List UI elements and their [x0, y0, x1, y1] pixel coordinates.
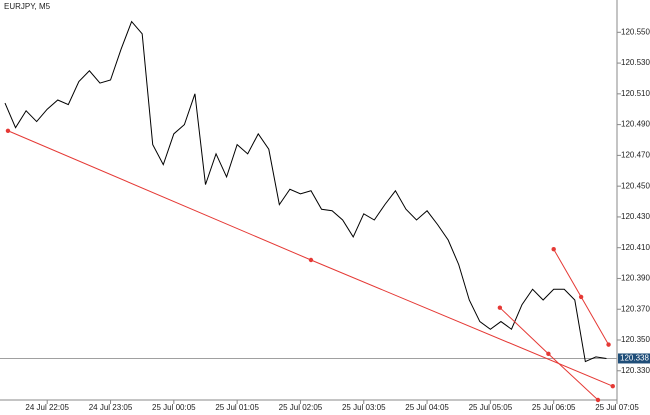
x-tick-label: 24 Jul 22:05: [25, 403, 69, 412]
chart-title: EURJPY, M5: [4, 2, 51, 11]
y-tick-label: 120.410: [621, 243, 650, 252]
x-tick-label: 24 Jul 23:05: [89, 403, 133, 412]
x-tick-label: 25 Jul 01:05: [215, 403, 259, 412]
x-tick-label: 25 Jul 02:05: [279, 403, 323, 412]
y-tick-label: 120.370: [621, 304, 650, 313]
y-tick-label: 120.550: [621, 27, 650, 36]
x-tick-label: 25 Jul 04:05: [405, 403, 449, 412]
y-tick-label: 120.530: [621, 58, 650, 67]
y-tick-label: 120.450: [621, 181, 650, 190]
y-tick-label: 120.350: [621, 335, 650, 344]
y-tick-label: 120.470: [621, 150, 650, 159]
trendline-point: [497, 305, 503, 310]
trendline-point: [610, 383, 615, 389]
trendline-point: [546, 351, 551, 357]
trendline-point: [551, 247, 556, 252]
y-tick-label: 120.390: [621, 274, 650, 283]
y-tick-label: 120.330: [621, 366, 650, 375]
x-tick-label: 25 Jul 03:05: [342, 403, 386, 412]
trendline-point: [606, 342, 611, 347]
x-tick-label: 25 Jul 07:05: [595, 403, 639, 412]
price-line: [4, 20, 607, 363]
y-tick-label: 120.430: [621, 212, 650, 221]
trendline-point: [578, 294, 584, 300]
x-tick-label: 25 Jul 05:05: [469, 403, 513, 412]
x-tick-label: 25 Jul 06:05: [532, 403, 576, 412]
y-tick-label: 120.510: [621, 89, 650, 98]
trendline-point: [308, 257, 314, 263]
last-price-box: [618, 353, 650, 364]
x-tick-label: 25 Jul 00:05: [152, 403, 196, 412]
trendline-point: [5, 128, 11, 133]
trendline-point: [595, 397, 601, 403]
y-tick-label: 120.490: [621, 120, 650, 129]
last-price-label: 120.338: [620, 354, 649, 363]
